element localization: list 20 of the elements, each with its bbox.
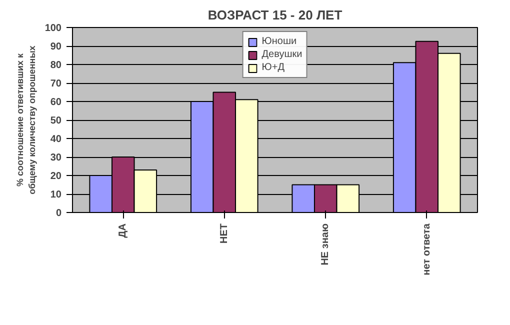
chart-title: ВОЗРАСТ 15 - 20 ЛЕТ xyxy=(208,8,342,22)
legend-label: Ю+Д xyxy=(262,62,285,73)
y-tick-label: 80 xyxy=(50,60,62,71)
y-axis-title: % соотношение ответивших к общему количеству опрошенных xyxy=(14,46,37,194)
y-tick-label: 30 xyxy=(50,152,62,164)
y-tick-label: 90 xyxy=(50,42,62,52)
x-tick-label: НЕТ xyxy=(218,224,230,244)
legend-label: Юноши xyxy=(262,36,297,47)
y-tick-label: 50 xyxy=(50,116,62,126)
y-tick-label: 100 xyxy=(44,23,62,34)
y-tick-label: 0 xyxy=(56,208,62,219)
y-tick-label: 20 xyxy=(50,171,62,182)
x-tick-label: нет ответа xyxy=(421,223,432,276)
y-tick-label: 40 xyxy=(50,134,62,145)
x-tick-label: НЕ знаю xyxy=(320,223,332,266)
y-tick-label: 60 xyxy=(50,97,62,108)
legend-label: Девушки xyxy=(262,49,302,60)
y-tick-label: 70 xyxy=(50,78,62,90)
y-tick-label: 10 xyxy=(50,190,62,200)
x-tick-label: ДА xyxy=(118,223,129,238)
